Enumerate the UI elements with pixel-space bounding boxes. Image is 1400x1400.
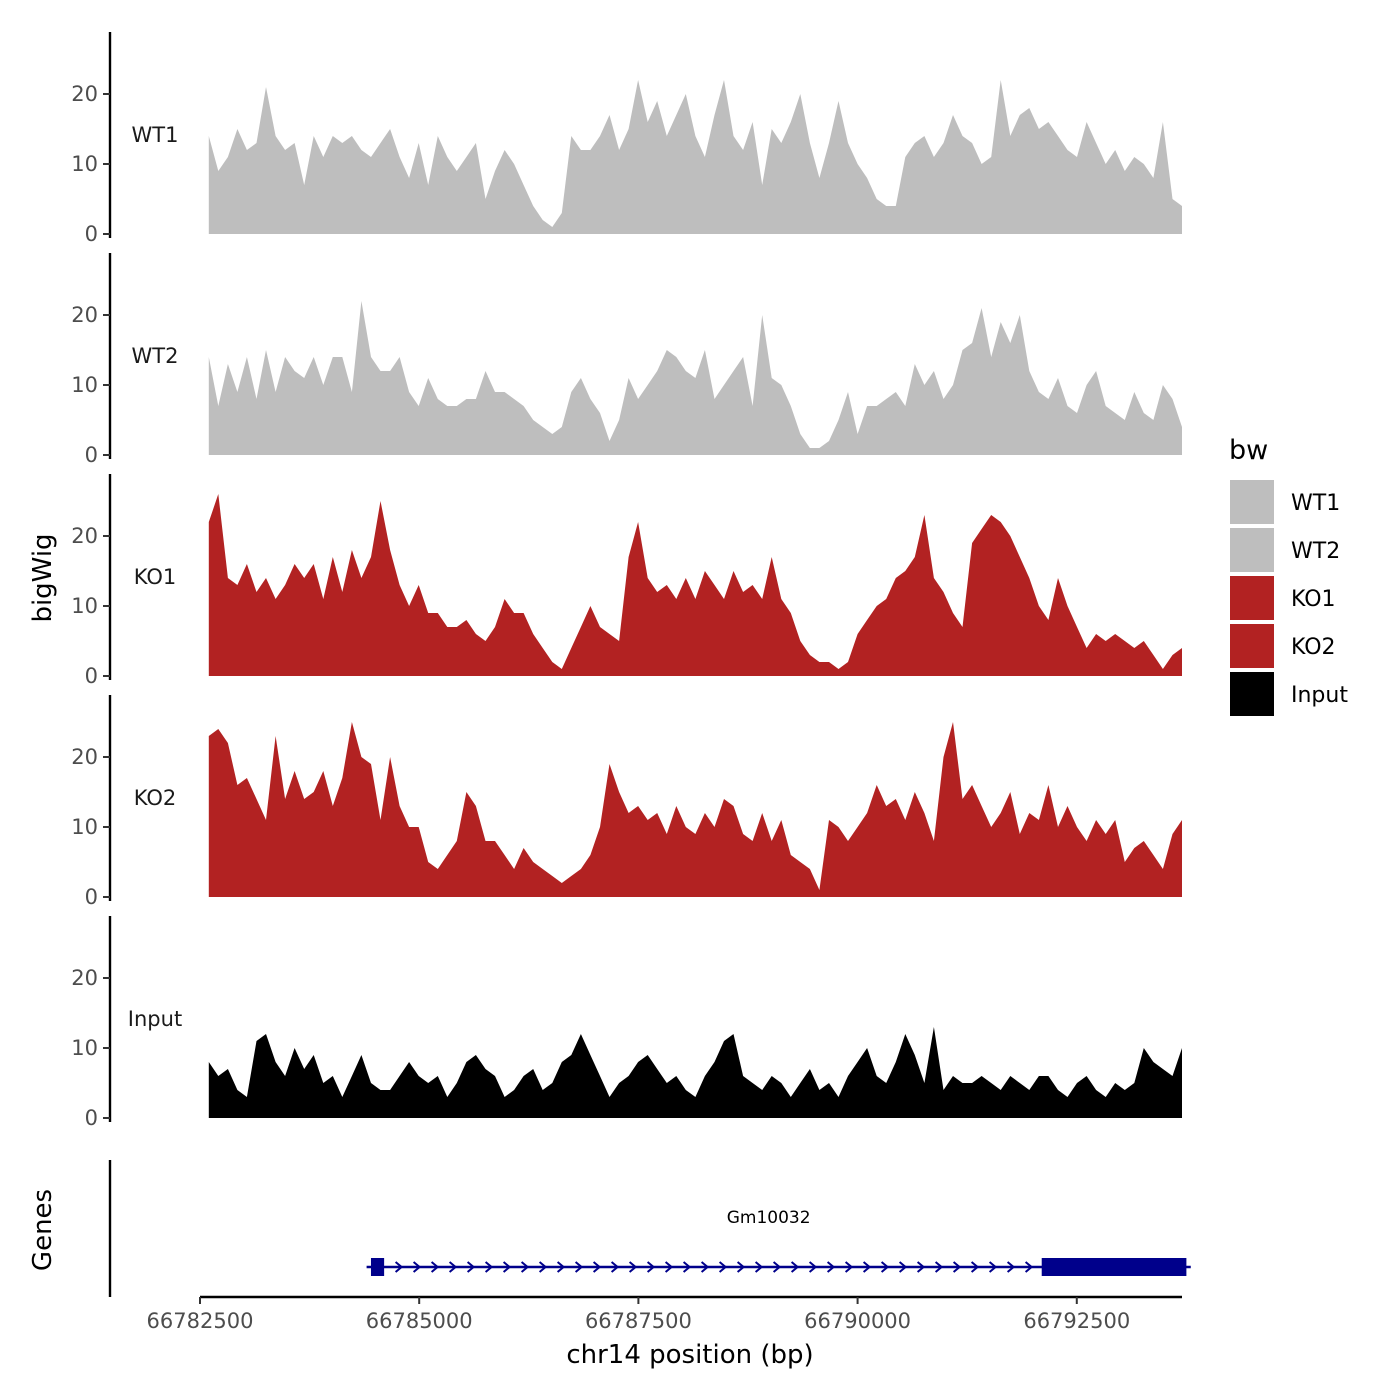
track-input: 0 10 20 Input xyxy=(71,916,1183,1130)
track-area-ko2 xyxy=(208,722,1183,897)
y-tick-label: 10 xyxy=(71,373,98,397)
strand-chevron xyxy=(970,1261,980,1273)
y-tick-label: 20 xyxy=(71,966,98,990)
track-label: WT2 xyxy=(132,344,179,368)
y-axis-title: bigWig xyxy=(28,533,58,622)
track-area-wt1 xyxy=(208,80,1183,234)
gene-exon xyxy=(1041,1258,1187,1276)
strand-chevron xyxy=(862,1261,872,1273)
strand-chevron xyxy=(646,1261,656,1273)
strand-chevron xyxy=(538,1261,548,1273)
x-tick-label: 66785000 xyxy=(366,1309,473,1333)
y-tick-label: 0 xyxy=(85,1106,98,1130)
signal-tracks: 0 10 20 WT1 0 10 20 WT2 0 10 20 KO1 0 10 20 KO2 0 10 20 Inp… xyxy=(71,32,1183,1130)
y-tick-label: 0 xyxy=(85,885,98,909)
y-tick-label: 10 xyxy=(71,152,98,176)
legend-swatch-ko1 xyxy=(1230,576,1274,620)
strand-chevron xyxy=(988,1261,998,1273)
y-tick-label: 10 xyxy=(71,815,98,839)
strand-chevron xyxy=(610,1261,620,1273)
strand-chevron xyxy=(1024,1261,1034,1273)
track-area-wt2 xyxy=(208,301,1183,455)
track-wt1: 0 10 20 WT1 xyxy=(71,32,1183,246)
strand-chevron xyxy=(592,1261,602,1273)
track-area-ko1 xyxy=(208,494,1183,676)
legend-title: bw xyxy=(1229,435,1268,466)
gene-model: Gm10032 xyxy=(366,1208,1191,1276)
track-ko1: 0 10 20 KO1 xyxy=(71,474,1183,688)
track-ko2: 0 10 20 KO2 xyxy=(71,695,1183,909)
y-tick-label: 0 xyxy=(85,222,98,246)
strand-chevron xyxy=(1006,1261,1016,1273)
y-tick-label: 20 xyxy=(71,303,98,327)
x-tick-label: 66782500 xyxy=(147,1309,254,1333)
strand-chevron xyxy=(664,1261,674,1273)
y-tick-label: 10 xyxy=(71,1036,98,1060)
strand-chevron xyxy=(916,1261,926,1273)
legend-label-ko2: KO2 xyxy=(1291,635,1336,660)
legend-label-wt2: WT2 xyxy=(1291,539,1340,564)
legend: bw WT1 WT2 KO1 KO2 Input xyxy=(1229,435,1348,716)
legend-label-input: Input xyxy=(1291,683,1348,708)
legend-swatch-wt2 xyxy=(1230,528,1274,572)
strand-chevron xyxy=(934,1261,944,1273)
strand-chevron xyxy=(412,1261,422,1273)
track-label: Input xyxy=(128,1007,182,1031)
y-tick-label: 20 xyxy=(71,745,98,769)
legend-swatch-wt1 xyxy=(1230,480,1274,524)
strand-chevron xyxy=(448,1261,458,1273)
y-tick-label: 20 xyxy=(71,82,98,106)
gene-track: Gm10032 xyxy=(108,1160,1191,1297)
strand-chevron xyxy=(502,1261,512,1273)
y-tick-label: 10 xyxy=(71,594,98,618)
x-tick-label: 66787500 xyxy=(585,1309,692,1333)
strand-chevron xyxy=(520,1261,530,1273)
strand-chevron xyxy=(718,1261,728,1273)
track-area-input xyxy=(208,1027,1183,1118)
strand-chevron xyxy=(754,1261,764,1273)
x-axis: 66782500 66785000 66787500 66790000 66792500 xyxy=(147,1295,1182,1333)
legend-label-ko1: KO1 xyxy=(1291,587,1336,612)
y-tick-label: 20 xyxy=(71,524,98,548)
x-tick-label: 66792500 xyxy=(1023,1309,1130,1333)
strand-chevron xyxy=(430,1261,440,1273)
strand-chevron xyxy=(790,1261,800,1273)
strand-chevron xyxy=(574,1261,584,1273)
legend-label-wt1: WT1 xyxy=(1291,491,1340,516)
track-label: WT1 xyxy=(132,123,179,147)
strand-chevron xyxy=(880,1261,890,1273)
strand-chevron xyxy=(682,1261,692,1273)
strand-chevron xyxy=(466,1261,476,1273)
strand-chevron xyxy=(826,1261,836,1273)
x-axis-title: chr14 position (bp) xyxy=(566,1340,813,1370)
track-label: KO1 xyxy=(134,565,177,589)
strand-chevron xyxy=(394,1261,404,1273)
y-tick-label: 0 xyxy=(85,664,98,688)
strand-chevron xyxy=(772,1261,782,1273)
gene-name-label: Gm10032 xyxy=(727,1208,811,1228)
strand-chevron xyxy=(628,1261,638,1273)
legend-swatch-input xyxy=(1230,672,1274,716)
strand-chevron xyxy=(898,1261,908,1273)
strand-chevron xyxy=(484,1261,494,1273)
track-wt2: 0 10 20 WT2 xyxy=(71,253,1183,467)
strand-chevron xyxy=(556,1261,566,1273)
gene-exon xyxy=(370,1258,385,1276)
strand-chevron xyxy=(844,1261,854,1273)
strand-chevron xyxy=(700,1261,710,1273)
strand-chevron xyxy=(736,1261,746,1273)
x-tick-label: 66790000 xyxy=(804,1309,911,1333)
track-label: KO2 xyxy=(134,786,177,810)
strand-chevron xyxy=(952,1261,962,1273)
gene-track-title: Genes xyxy=(28,1189,58,1271)
y-tick-label: 0 xyxy=(85,443,98,467)
legend-swatch-ko2 xyxy=(1230,624,1274,668)
strand-chevron xyxy=(808,1261,818,1273)
